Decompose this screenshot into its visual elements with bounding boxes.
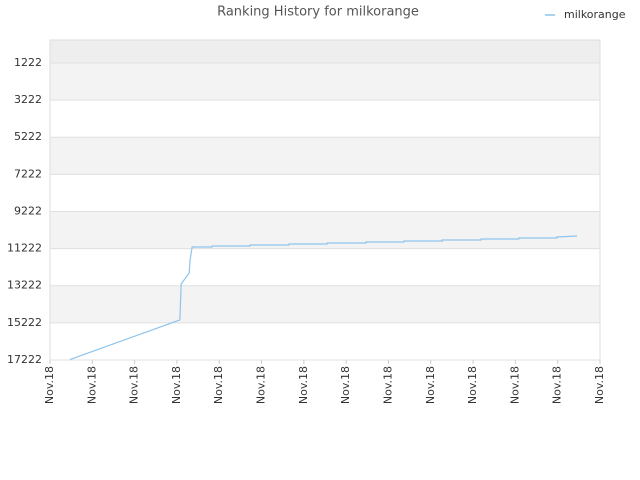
x-tick-label: Nov.18 [85,366,98,404]
x-tick-label: Nov.18 [170,366,183,404]
x-tick-label: Nov.18 [128,366,141,404]
band [50,174,600,212]
x-tick-label: Nov.18 [551,366,564,404]
y-tick-label: 1222 [14,56,42,69]
y-tick-label: 9222 [14,204,42,217]
y-tick-label: 7222 [14,167,42,180]
x-tick-label: Nov.18 [593,366,606,404]
y-tick-label: 11222 [7,242,42,255]
x-tick-label: Nov.18 [508,366,521,404]
y-tick-label: 15222 [7,316,42,329]
line [69,235,578,361]
band [50,137,600,175]
band [50,322,600,360]
band [50,62,600,101]
x-tick-label: Nov.18 [424,366,437,404]
y-tick-label: 5222 [14,130,42,143]
band [50,285,600,323]
x-tick-label: Nov.18 [466,366,479,404]
legend-label: milkorange [564,8,626,21]
x-tick-label: Nov.18 [381,366,394,404]
band [50,211,600,249]
x-tick-label: Nov.18 [339,366,352,404]
x-tick-label: Nov.18 [43,366,56,404]
y-tick-label: 13222 [7,279,42,292]
x-tick-label: Nov.18 [255,366,268,404]
y-tick-label: 3222 [14,93,42,106]
band [50,248,600,286]
y-tick-label: 17222 [7,353,42,366]
x-tick-label: Nov.18 [212,366,225,404]
band [50,100,600,138]
chart-title: Ranking History for milkorange [217,5,419,20]
x-tick-label: Nov.18 [297,366,310,404]
band [50,40,600,63]
